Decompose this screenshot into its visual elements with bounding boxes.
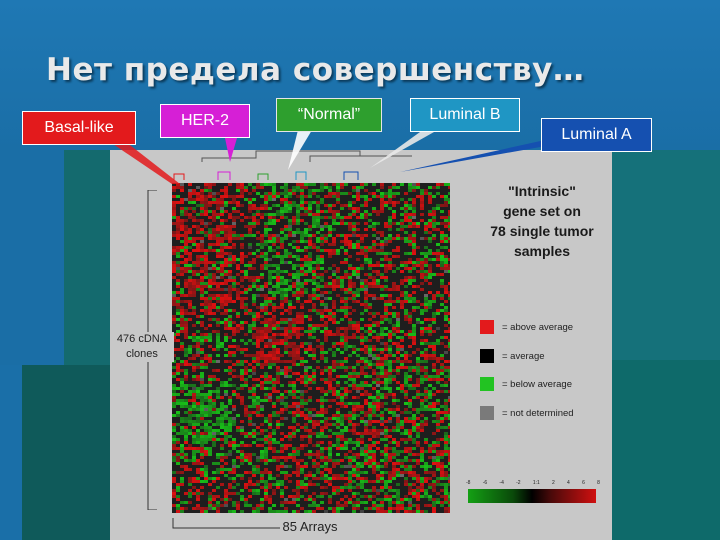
subtype-label-basal-like: Basal-like xyxy=(22,111,136,145)
heatmap-cells xyxy=(172,183,452,513)
columns-label: 85 Arrays xyxy=(280,519,340,534)
color-scale-ticks: -8 -6 -4 -2 1:1 2 4 6 8 xyxy=(466,480,600,488)
legend-swatch-gray xyxy=(480,406,494,420)
scale-tick: -2 xyxy=(516,480,521,486)
scale-tick: 8 xyxy=(597,480,600,486)
rows-label: 476 cDNA clones xyxy=(110,332,174,362)
description-line: 78 single tumor xyxy=(490,223,594,239)
scale-tick: 1:1 xyxy=(532,480,540,486)
scale-tick: 2 xyxy=(552,480,555,486)
subtype-label-luminal-a: Luminal A xyxy=(541,118,652,152)
legend-item-above-average: = above average xyxy=(480,320,573,334)
background-panel-right-upper xyxy=(612,150,720,360)
legend-swatch-red xyxy=(480,320,494,334)
scale-tick: -8 xyxy=(466,480,471,486)
description-line: "Intrinsic" xyxy=(508,183,576,199)
rows-label-line: clones xyxy=(126,348,158,360)
scale-tick: -4 xyxy=(499,480,504,486)
legend-text: = below average xyxy=(502,378,572,390)
description-line: samples xyxy=(513,243,571,259)
legend-text: = not determined xyxy=(502,407,574,419)
legend-text: = average xyxy=(502,350,545,362)
slide-title: Нет предела совершенству… xyxy=(46,52,585,88)
figure-description: "Intrinsic" gene set on 78 single tumor … xyxy=(472,181,612,261)
legend-text: = above average xyxy=(502,321,574,333)
subtype-label-normal: “Normal” xyxy=(276,98,382,132)
gene-expression-heatmap xyxy=(172,183,452,513)
background-panel-bottom-left xyxy=(22,365,110,540)
legend-item-not-determined: = not determined xyxy=(480,406,574,420)
color-scale-bar xyxy=(468,489,596,503)
description-line: gene set on xyxy=(503,203,581,219)
legend-item-below-average: = below average xyxy=(480,377,572,391)
background-stripe-left xyxy=(64,150,110,365)
scale-tick: 4 xyxy=(567,480,570,486)
scale-tick: -6 xyxy=(482,480,488,486)
columns-bracket xyxy=(172,518,280,529)
rows-label-line: 476 cDNA xyxy=(116,333,168,345)
legend-item-average: = average xyxy=(480,349,545,363)
cluster-dendrogram xyxy=(173,150,412,180)
scale-tick: 6 xyxy=(582,480,585,486)
legend-swatch-black xyxy=(480,349,494,363)
subtype-label-luminal-b: Luminal B xyxy=(410,98,520,132)
legend-swatch-green xyxy=(480,377,494,391)
subtype-label-her2: HER-2 xyxy=(160,104,250,138)
